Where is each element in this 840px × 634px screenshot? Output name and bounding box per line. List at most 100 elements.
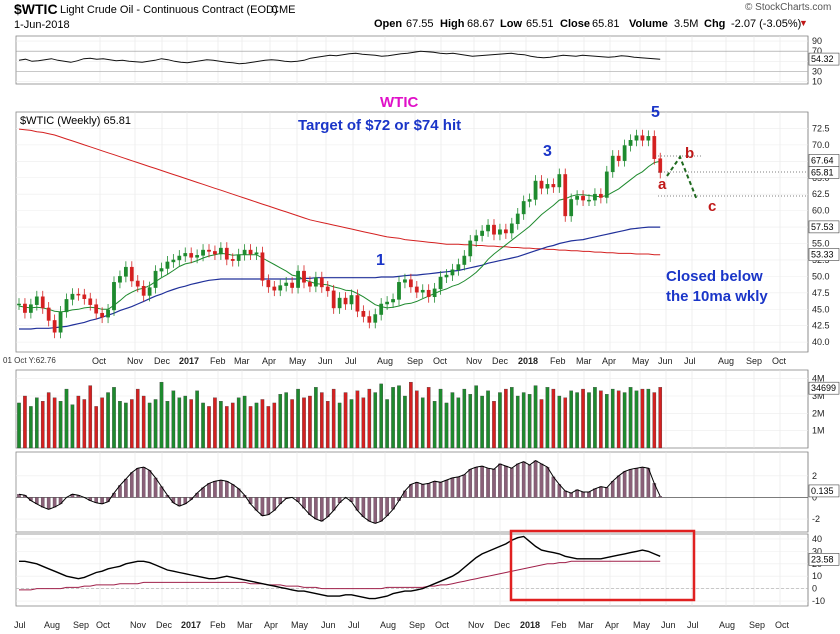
xtick-label-price: Sep xyxy=(746,356,762,366)
macd-hist-bar xyxy=(373,497,378,524)
candle-body xyxy=(129,266,134,282)
xtick-label-bottom: Apr xyxy=(264,620,278,630)
ma40-last-label-box xyxy=(808,220,840,234)
macd-hist-bar xyxy=(521,461,526,498)
wave-5-label: 5 xyxy=(651,104,660,121)
closed-label-2: the 10ma wkly xyxy=(666,288,768,305)
ytick-label-macd: 2 xyxy=(812,471,817,481)
target-label: Target of $72 or $74 hit xyxy=(298,117,461,134)
ytick-label-adx: 40 xyxy=(812,534,822,544)
volume-bar xyxy=(610,388,615,449)
xtick-label-bottom: Aug xyxy=(44,620,60,630)
volume-bar xyxy=(409,381,413,449)
volume-bar xyxy=(581,388,585,449)
macd-hist-bar xyxy=(658,496,663,498)
volume-last-label: 34699 xyxy=(811,383,836,393)
candle-body xyxy=(147,287,152,296)
wave-a-label: a xyxy=(658,176,667,193)
chg-label: Chg xyxy=(704,18,726,30)
candle-body xyxy=(207,249,211,252)
macd-hist-bar xyxy=(225,481,229,498)
volume-bar xyxy=(349,399,354,449)
macd-hist-bar xyxy=(207,483,211,498)
macd-hist-bar xyxy=(153,477,158,498)
candle-body xyxy=(533,180,538,200)
volume-bar xyxy=(515,395,520,449)
volume-bar xyxy=(569,390,573,449)
volume-bar xyxy=(195,390,199,449)
candle-body xyxy=(557,174,562,188)
xtick-label-price: Jun xyxy=(318,356,333,366)
candle-body xyxy=(397,282,401,300)
macd-hist-bar xyxy=(420,484,425,498)
volume-bar xyxy=(40,401,45,449)
candle-body xyxy=(551,184,556,188)
candle-body xyxy=(302,270,306,283)
volume-bar xyxy=(130,399,134,449)
candle-body xyxy=(379,303,384,315)
volume-bar xyxy=(76,395,81,449)
macd-hist-bar xyxy=(219,479,223,498)
xtick-label-bottom: Dec xyxy=(156,620,173,630)
candle-body xyxy=(658,158,663,173)
ma200-last-label: 53.33 xyxy=(811,249,834,259)
candle-body xyxy=(593,193,597,201)
volume-bar xyxy=(492,401,496,449)
macd-hist-bar xyxy=(320,497,324,522)
candle-body xyxy=(581,195,585,201)
volume-bar xyxy=(325,401,330,449)
volume-bar xyxy=(236,397,241,449)
xtick-label-bottom: Oct xyxy=(96,620,111,630)
volume-bar xyxy=(379,383,383,449)
macd-hist-bar xyxy=(361,497,366,518)
volume-bar xyxy=(272,402,277,449)
candle-body xyxy=(343,297,348,305)
candle-body xyxy=(539,180,544,189)
ytick-label-adx: -10 xyxy=(812,596,825,606)
candle-body xyxy=(70,293,75,300)
xtick-label-price: Apr xyxy=(262,356,276,366)
candle-body xyxy=(462,255,467,265)
ma200-line xyxy=(18,128,661,256)
macd-hist-bar xyxy=(266,497,271,515)
candle-body xyxy=(171,259,176,263)
xtick-label-price: Oct xyxy=(433,356,448,366)
volume-bar xyxy=(302,397,306,449)
macd-hist-bar xyxy=(456,476,461,498)
macd-panel: -2 0 2 0.135 xyxy=(16,460,840,524)
volume-bar xyxy=(141,395,146,449)
candle-body xyxy=(598,193,603,198)
volume-bar xyxy=(165,401,170,449)
xtick-label-price: Jul xyxy=(345,356,357,366)
candle-body xyxy=(177,255,182,261)
adx-signal-line xyxy=(19,560,661,591)
xtick-label-bottom: Mar xyxy=(237,620,253,630)
volume-bar xyxy=(397,385,401,449)
volume-bar xyxy=(17,402,21,449)
low-label: Low xyxy=(500,18,522,30)
ytick-label-adx: 0 xyxy=(812,584,817,594)
volume-bar xyxy=(605,394,609,449)
volume-bar xyxy=(124,402,128,449)
macd-hist-bar xyxy=(599,486,603,498)
volume-bar xyxy=(159,381,164,449)
macd-hist-bar xyxy=(510,468,514,498)
macd-hist-bar xyxy=(325,497,330,518)
macd-hist-bar xyxy=(444,479,449,498)
candle-body xyxy=(112,282,116,311)
volume-bar xyxy=(254,402,259,449)
candle-body xyxy=(123,266,128,277)
candle-body xyxy=(319,277,324,288)
volume-bar xyxy=(438,388,443,449)
volume-bar xyxy=(88,385,93,449)
candle-body xyxy=(308,282,312,287)
candle-body xyxy=(432,288,437,298)
candle-body xyxy=(153,270,158,288)
ytick-label-vol: 1M xyxy=(812,426,825,436)
volume-bar xyxy=(622,392,627,449)
xtick-label-price: Aug xyxy=(718,356,734,366)
xtick-label-bottom: May xyxy=(291,620,309,630)
macd-hist-bar xyxy=(468,469,473,498)
adx-panel: -1001020304023.58JulAugSepOctNovDec2017F… xyxy=(14,534,840,630)
candle-body xyxy=(640,135,645,141)
